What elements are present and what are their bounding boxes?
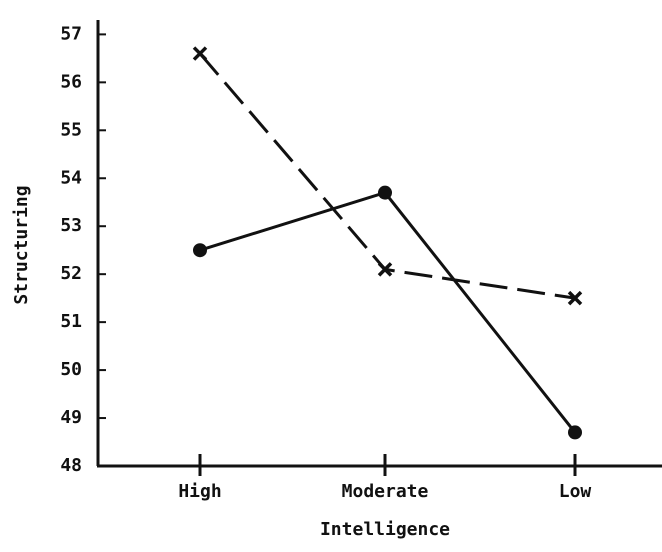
point [377,262,393,277]
y-tick-label: 53 [60,215,82,236]
y-tick-label: 48 [60,455,82,476]
x-tick-label: Low [559,481,592,502]
x-tick-label: High [178,481,221,502]
point [193,243,207,258]
y-tick-label: 54 [60,167,82,188]
y-tick-label: 57 [60,23,82,44]
y-tick-label: 51 [60,311,82,332]
point [567,290,583,306]
y-tick-label: 56 [60,71,82,92]
point [192,46,208,61]
x-axis-label: Intelligence [320,519,450,540]
series-line [198,52,576,300]
x-tick-label: Moderate [342,481,429,502]
y-tick-label: 55 [60,119,82,140]
y-axis-label: Structuring [11,185,32,304]
y-tick-label: 49 [60,407,82,428]
point [378,185,392,200]
point [568,425,582,440]
series-line [199,190,577,434]
y-tick-label: 52 [60,263,82,284]
y-tick-label: 50 [60,359,82,380]
